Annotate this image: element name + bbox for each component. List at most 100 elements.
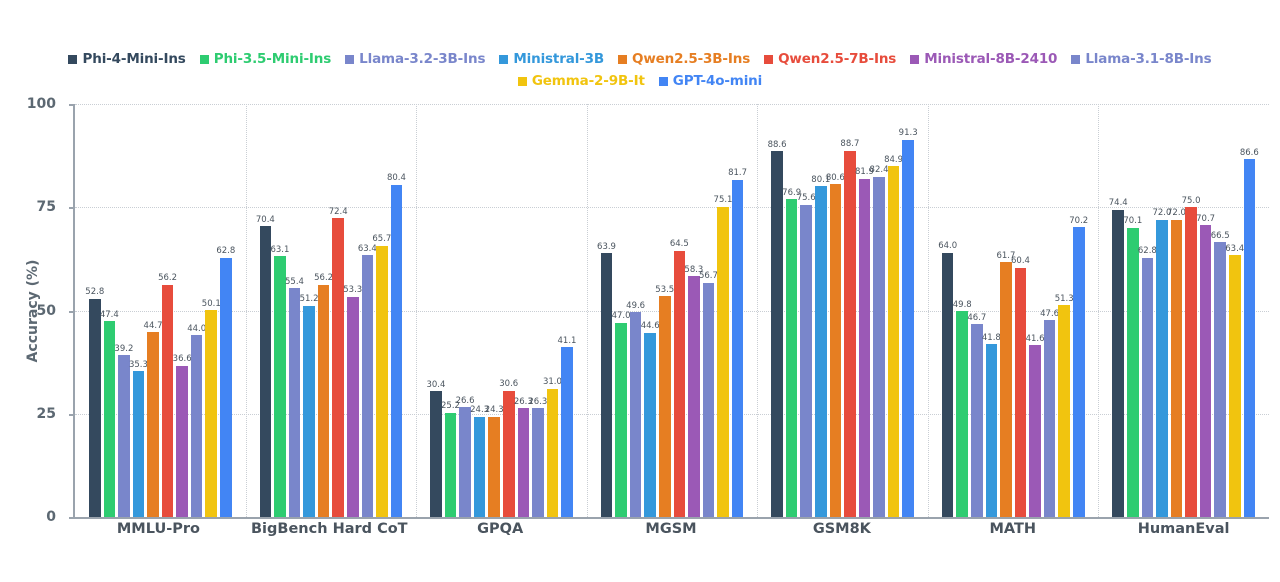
bar[interactable]: 26.6 [456,397,475,517]
legend-item[interactable]: Phi-3.5-Mini-Ins [199,48,331,70]
bar[interactable]: 56.2 [314,274,333,517]
bar[interactable]: 53.5 [655,286,674,517]
legend-item[interactable]: Gemma-2-9B-It [517,70,645,92]
legend-item[interactable]: Qwen2.5-3B-Ins [618,48,750,70]
bar[interactable]: 65.7 [372,235,391,517]
bar-slot: 26.3 [514,104,533,517]
bar[interactable]: 81.9 [855,168,874,517]
bar-value-label: 62.8 [216,246,236,257]
bar-slot: 72.4 [329,104,348,517]
bar-value-label: 26.3 [528,396,548,407]
bar[interactable]: 62.8 [1138,247,1157,517]
bar[interactable]: 63.4 [358,245,377,517]
bar[interactable]: 63.4 [1225,245,1244,517]
bar[interactable]: 41.1 [558,337,576,517]
legend-swatch-icon [618,54,628,64]
legend-swatch-icon [68,54,78,64]
bar[interactable]: 30.6 [499,380,518,517]
bar[interactable]: 72.0 [1167,209,1186,517]
bar-value-label: 46.7 [967,312,987,323]
bar-value-label: 44.0 [187,323,207,334]
bar[interactable]: 56.2 [158,274,177,517]
bar[interactable]: 36.6 [173,355,192,517]
bar[interactable]: 31.0 [543,378,562,517]
bar[interactable]: 46.7 [967,314,986,517]
legend-item-label: Qwen2.5-7B-Ins [778,51,897,67]
bar[interactable]: 49.8 [953,301,972,517]
bar[interactable]: 52.8 [85,288,104,517]
bar[interactable]: 35.3 [129,361,148,517]
bar[interactable]: 44.7 [144,322,162,517]
bar[interactable]: 60.4 [1011,257,1030,517]
bar[interactable]: 39.2 [114,345,133,517]
legend-item[interactable]: GPT-4o-mini [658,70,762,92]
bar-slot: 26.6 [456,104,475,517]
bar[interactable]: 70.1 [1123,217,1142,517]
bar[interactable]: 88.6 [768,141,787,517]
bar[interactable]: 64.5 [670,240,689,517]
bar[interactable]: 26.3 [528,398,547,517]
bar[interactable]: 24.3 [470,406,489,517]
gridline [75,207,1269,209]
bar[interactable]: 25.2 [441,402,460,517]
bar[interactable]: 70.4 [256,216,275,517]
bar[interactable]: 44.6 [641,322,660,517]
bar[interactable]: 82.4 [870,166,888,517]
plot-area [75,104,1269,517]
bar-slot: 64.5 [670,104,689,517]
bar[interactable]: 24.3 [485,406,504,517]
bar[interactable]: 53.3 [343,286,362,517]
bar[interactable]: 47.6 [1040,310,1059,517]
bar[interactable]: 75.6 [797,194,816,517]
bar[interactable]: 55.4 [285,278,304,517]
bar-value-label: 47.6 [1040,308,1060,319]
bar[interactable]: 61.7 [996,252,1015,517]
legend-item[interactable]: Phi-4-Mini-Ins [68,48,186,70]
bar[interactable]: 86.6 [1240,149,1259,517]
bar[interactable]: 41.8 [982,334,1001,517]
bar[interactable]: 47.0 [612,312,631,517]
bar[interactable]: 30.4 [426,381,445,517]
bar[interactable]: 80.4 [387,174,406,517]
bar[interactable]: 64.0 [938,242,957,517]
bar[interactable]: 70.7 [1196,215,1215,517]
legend-item[interactable]: Ministral-3B [499,48,604,70]
bar[interactable]: 66.5 [1211,232,1230,517]
bar[interactable]: 44.0 [187,325,206,517]
bar[interactable]: 51.2 [300,295,319,517]
bar[interactable]: 80.1 [811,176,830,517]
bar[interactable]: 76.9 [782,189,801,517]
bar[interactable]: 63.1 [270,246,289,517]
bar[interactable]: 72.4 [329,207,348,517]
bar[interactable]: 62.8 [216,247,235,517]
bar[interactable]: 26.3 [514,398,533,517]
legend-item[interactable]: Llama-3.2-3B-Ins [345,48,485,70]
bar[interactable]: 74.4 [1109,199,1128,517]
bar[interactable]: 63.9 [597,243,616,517]
legend-item[interactable]: Qwen2.5-7B-Ins [764,48,896,70]
bar[interactable]: 56.7 [699,272,718,517]
bar[interactable]: 50.1 [202,300,221,517]
bar[interactable]: 70.2 [1069,217,1088,517]
bar[interactable]: 88.7 [840,140,859,517]
bar[interactable]: 58.3 [684,266,703,517]
bar[interactable]: 41.6 [1026,335,1045,517]
bar[interactable]: 84.9 [884,156,903,517]
bar-value-label: 44.6 [640,321,660,332]
bar[interactable]: 81.7 [728,169,747,517]
legend-item[interactable]: Ministral-8B-2410 [910,48,1057,70]
bar[interactable]: 91.3 [899,129,918,517]
bar-value-label: 76.9 [782,187,802,198]
bar-value-label: 70.7 [1196,213,1216,224]
bar[interactable]: 80.6 [826,174,845,517]
legend-item[interactable]: Llama-3.1-8B-Ins [1071,48,1212,70]
bar[interactable]: 47.4 [100,311,119,517]
bar[interactable]: 72.0 [1152,209,1171,517]
bar[interactable]: 75.0 [1182,197,1201,517]
bar[interactable]: 75.1 [714,196,732,517]
bar[interactable]: 49.6 [626,302,645,517]
bar[interactable]: 51.3 [1055,295,1074,517]
y-tick-label: 50 [36,302,56,319]
bar-value-label: 88.6 [767,139,787,150]
y-tick-mark [69,207,75,210]
